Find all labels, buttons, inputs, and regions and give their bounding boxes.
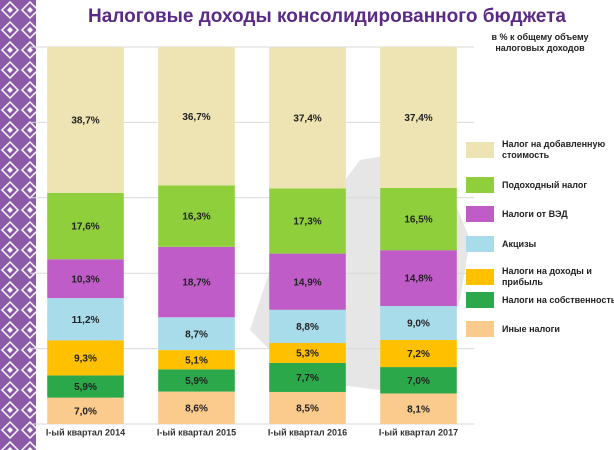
legend-item: Налог на добавленную стоимость [466,139,614,161]
chart-subtitle: в % к общему объему налоговых доходов [491,32,589,53]
bar-segment [158,350,235,370]
bar-segment [269,253,346,310]
value-label: 5,3% [296,349,319,360]
value-label: 7,0% [407,376,430,387]
bar-segment [47,259,124,299]
bar-segment [269,342,346,363]
legend-label: Иные налоги [502,323,560,334]
value-label: 16,3% [182,212,210,223]
bar-segment [380,305,457,340]
value-label: 8,5% [296,404,319,415]
value-label: 8,1% [407,404,430,415]
bar-segment [47,298,124,341]
ornament [0,0,36,450]
bar-segment [380,47,457,188]
legend-item: Подоходный налог [466,177,614,193]
x-tick-label: I-ый квартал 2014 [46,427,125,437]
value-label: 11,2% [72,315,100,326]
value-label: 9,3% [74,353,97,364]
value-label: 8,8% [296,322,319,333]
value-label: 10,3% [71,274,99,285]
bar-segment [47,192,124,260]
bar-segment [158,391,235,424]
bar-segment [47,375,124,398]
bar-segment [158,185,235,247]
value-label: 7,0% [74,406,97,417]
value-label: 5,1% [185,355,208,366]
legend-label: Налоги на доходы и прибыль [502,266,592,287]
legend-swatch [466,292,494,308]
bar-segment [269,391,346,424]
x-tick-label: I-ый квартал 2015 [157,427,236,437]
bar-segment [158,246,235,318]
value-label: 18,7% [182,278,210,289]
legend-swatch [466,236,494,252]
value-label: 17,6% [71,222,99,233]
bar-segment [380,187,457,251]
bar-segment [269,309,346,343]
bar-segment [158,47,235,186]
value-label: 7,2% [407,349,430,360]
value-label: 38,7% [71,116,99,127]
legend-swatch [466,321,494,337]
x-tick-label: I-ый квартал 2016 [268,427,347,437]
value-label: 14,9% [293,277,321,288]
legend-label: Акцизы [502,238,537,249]
bar-segment [380,250,457,306]
value-label: 9,0% [407,319,430,330]
bar-segment [380,367,457,394]
bar-segment [269,47,346,189]
bar-segment [47,397,124,424]
value-label: 14,8% [404,274,432,285]
chart-title: Налоговые доходы консолидированного бюдж… [88,6,566,27]
bar-segment [269,362,346,392]
legend-item: Иные налоги [466,321,614,337]
bar-segment [47,340,124,376]
legend-swatch [466,142,494,158]
bar-segment [380,339,457,368]
legend-item: Акцизы [466,236,614,252]
value-label: 36,7% [182,112,210,123]
value-label: 8,6% [185,403,208,414]
bar-segment [158,369,235,392]
value-label: 5,9% [185,376,208,387]
value-label: 5,9% [74,382,97,393]
legend-label: Налоги от ВЭД [502,208,568,219]
bar-segment [47,47,124,193]
value-label: 17,3% [293,217,321,228]
legend-swatch [466,206,494,222]
value-label: 37,4% [293,114,321,125]
bar-segment [380,393,457,424]
legend-swatch [466,269,494,285]
value-label: 7,7% [296,373,319,384]
bar-segment [269,188,346,254]
legend-label: Подоходный налог [502,179,588,190]
legend-label: Налоги на собственность [502,294,614,305]
value-label: 8,7% [185,329,208,340]
legend-swatch [466,177,494,193]
legend-label: Налог на добавленную стоимость [502,139,606,160]
legend-item: Налоги на доходы и прибыль [466,266,614,288]
x-tick-label: I-ый квартал 2017 [379,427,458,437]
bar-segment [158,317,235,351]
legend-item: Налоги от ВЭД [466,206,614,222]
value-label: 16,5% [404,215,432,226]
legend-item: Налоги на собственность [466,292,614,308]
value-label: 37,4% [404,113,432,124]
